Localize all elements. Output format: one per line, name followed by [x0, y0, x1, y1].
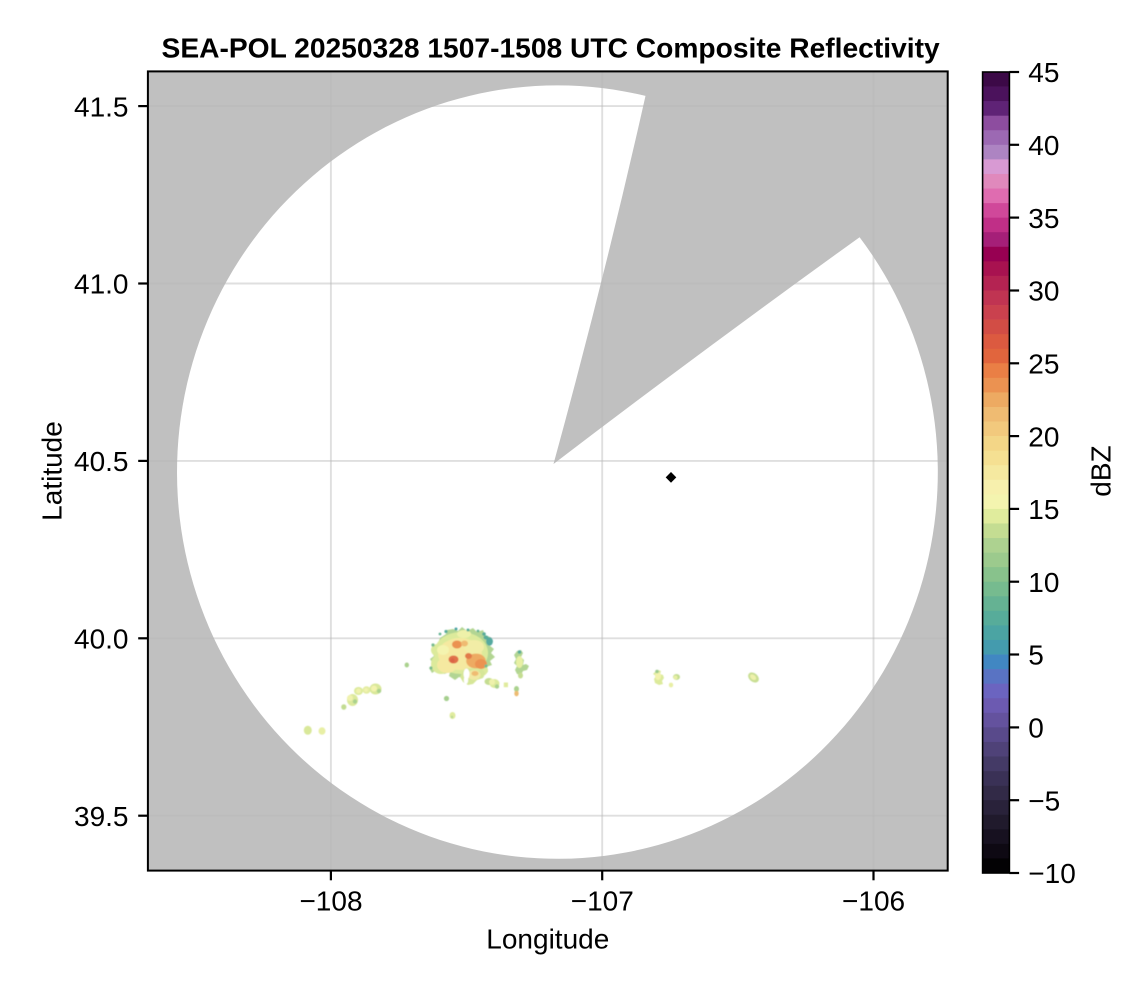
svg-text:−106: −106: [842, 885, 905, 916]
svg-text:39.5: 39.5: [74, 801, 129, 832]
svg-text:20: 20: [1028, 421, 1059, 452]
svg-text:15: 15: [1028, 494, 1059, 525]
svg-text:45: 45: [1028, 57, 1059, 88]
svg-text:−5: −5: [1028, 785, 1060, 816]
svg-text:25: 25: [1028, 349, 1059, 380]
svg-text:40.0: 40.0: [74, 624, 129, 655]
svg-text:0: 0: [1028, 713, 1044, 744]
svg-text:SEA-POL 20250328 1507-1508 UTC: SEA-POL 20250328 1507-1508 UTC Composite…: [162, 31, 940, 63]
svg-text:30: 30: [1028, 276, 1059, 307]
svg-text:5: 5: [1028, 640, 1044, 671]
svg-text:41.0: 41.0: [74, 269, 129, 300]
svg-text:40: 40: [1028, 130, 1059, 161]
svg-text:40.5: 40.5: [74, 446, 129, 477]
svg-text:Longitude: Longitude: [486, 924, 609, 955]
svg-text:35: 35: [1028, 203, 1059, 234]
svg-text:dBZ: dBZ: [1086, 445, 1117, 496]
svg-text:10: 10: [1028, 567, 1059, 598]
svg-text:Latitude: Latitude: [37, 421, 68, 521]
svg-text:41.5: 41.5: [74, 91, 129, 122]
svg-text:−107: −107: [571, 885, 634, 916]
svg-text:−108: −108: [299, 885, 362, 916]
svg-text:−10: −10: [1028, 858, 1076, 889]
